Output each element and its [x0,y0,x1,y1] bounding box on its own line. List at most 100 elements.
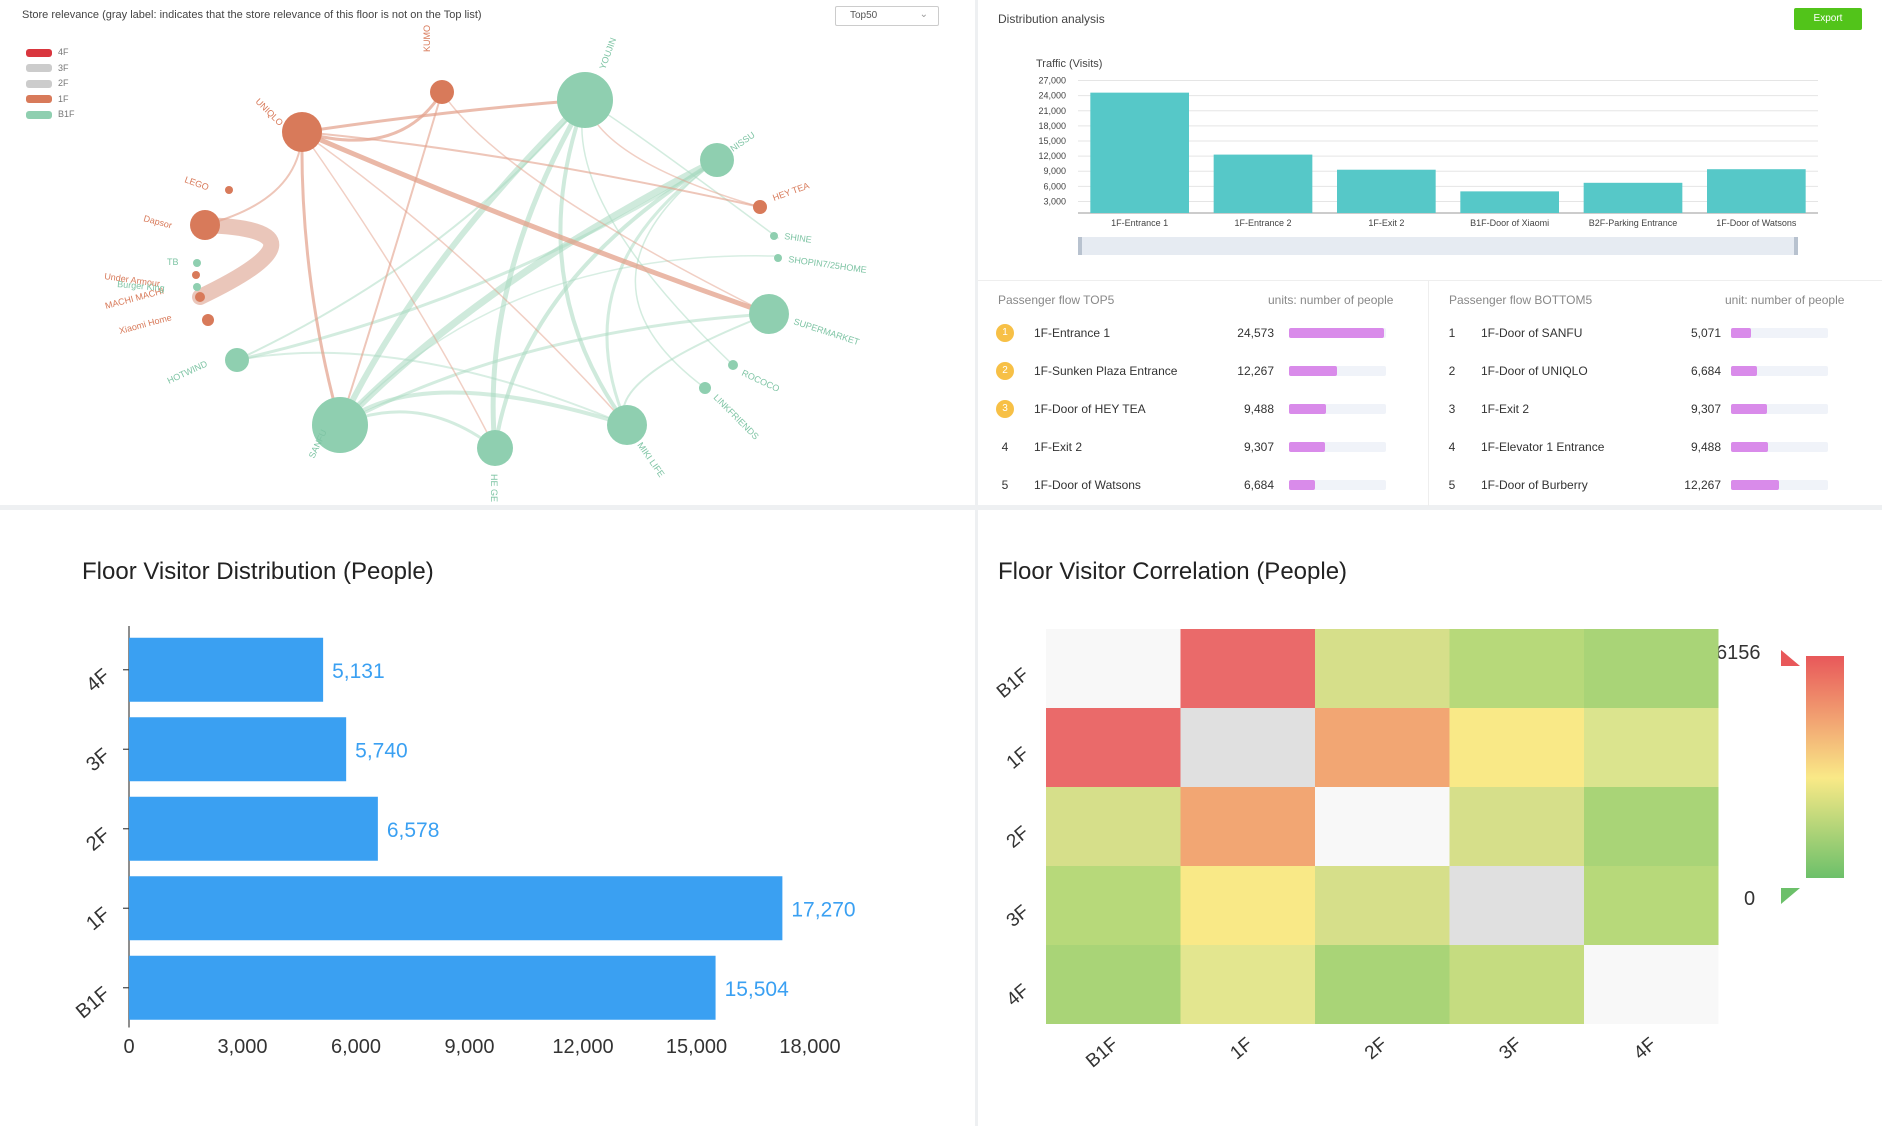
heatmap-cell[interactable] [1180,708,1316,787]
heatmap-cell[interactable] [1584,787,1719,866]
node-shine[interactable] [770,232,778,240]
node-under-armour[interactable] [192,271,200,279]
heatmap-cell[interactable] [1046,787,1181,866]
x-tick-label: 1F-Door of Watsons [1716,218,1797,228]
node-burger-king[interactable] [193,283,201,291]
node-label-lego: LEGO [183,174,210,192]
node-sanfu[interactable] [312,397,368,453]
rank-medal-icon: 3 [996,400,1014,418]
legend-swatch [26,95,52,104]
traffic-bar[interactable] [1213,154,1313,213]
traffic-bar[interactable] [1460,191,1559,213]
node-miki-life[interactable] [607,405,647,445]
y-tick-label: 18,000 [1038,121,1066,131]
legend-swatch [26,79,52,88]
heatmap-cell[interactable] [1315,629,1450,708]
heatmap-cell[interactable] [1180,787,1316,866]
flow-value: 12,267 [1684,478,1721,492]
rank-number: 5 [1001,478,1009,492]
node-kumo[interactable] [430,80,454,104]
traffic-bar[interactable] [1090,92,1189,213]
zoom-slider-left-handle[interactable] [1078,237,1082,255]
heatmap-cell[interactable] [1046,629,1181,708]
zoom-slider-track[interactable] [1078,237,1798,255]
floor-bar-4f[interactable] [129,637,324,702]
heatmap-cell[interactable] [1180,629,1316,708]
node-nissu[interactable] [700,143,734,177]
floor-category-label: 1F [82,903,114,935]
legend-item-4f[interactable]: 4F [26,47,69,57]
node-uniqlo[interactable] [282,112,322,152]
node-linkfriends[interactable] [699,382,711,394]
flow-bar-track [1289,480,1386,490]
legend-label: 1F [58,93,69,104]
node-he-ge[interactable] [477,430,513,466]
heatmap-cell[interactable] [1180,866,1316,945]
visualmap-min-label: 0 [1744,888,1755,910]
node-supermarket[interactable] [749,294,789,334]
heatmap-cell[interactable] [1449,629,1585,708]
visualmap-max-handle[interactable] [1781,650,1800,666]
flow-bar-fill [1731,480,1779,490]
traffic-bar[interactable] [1707,169,1806,213]
node-machi-machi[interactable] [195,292,205,302]
heatmap-cell[interactable] [1046,945,1181,1024]
legend-item-3f[interactable]: 3F [26,63,69,73]
legend-item-1f[interactable]: 1F [26,94,69,104]
heatmap-cell[interactable] [1584,629,1719,708]
heatmap-cell[interactable] [1584,708,1719,787]
node-hotwind[interactable] [225,348,249,372]
node-youjin[interactable] [557,72,613,128]
chevron-down-icon: ⌄ [919,9,928,20]
floor-bar-1f[interactable] [129,876,783,941]
traffic-bar[interactable] [1583,182,1683,213]
y-tick-label: 12,000 [1038,151,1066,161]
heatmap-cell[interactable] [1449,708,1585,787]
node-tb[interactable] [193,259,201,267]
node-hey-tea[interactable] [753,200,767,214]
flow-bar-fill [1289,366,1337,376]
legend-item-2f[interactable]: 2F [26,78,69,88]
flow-bar-track [1289,404,1386,414]
legend-item-b1f[interactable]: B1F [26,109,75,119]
flow-bar-track [1731,366,1828,376]
heatmap-cell[interactable] [1315,787,1450,866]
floor-bar-2f[interactable] [129,796,378,861]
node-label-hey-tea: HEY TEA [771,180,810,202]
y-tick-label: 3,000 [1043,196,1066,206]
heatmap-cell[interactable] [1315,708,1450,787]
flow-bar-fill [1289,442,1325,452]
floor-category-label: B1F [72,983,114,1023]
zoom-slider-right-handle[interactable] [1794,237,1798,255]
floor-bar-3f[interactable] [129,717,347,782]
node-lego[interactable] [225,186,233,194]
heatmap-cell[interactable] [1315,866,1450,945]
heatmap-cell[interactable] [1584,945,1719,1024]
floor-category-label: 3F [82,744,114,776]
heatmap-cell[interactable] [1046,866,1181,945]
y-tick-label: 27,000 [1038,76,1066,86]
node-xiaomi-home[interactable] [202,314,214,326]
flow-bar-track [1289,328,1386,338]
top5-list: Passenger flow TOP5 units: number of peo… [978,280,1428,506]
floor-bar-b1f[interactable] [129,955,716,1020]
traffic-bar[interactable] [1337,169,1436,213]
heatmap-cell[interactable] [1180,945,1316,1024]
heatmap-row-label: 2F [1003,822,1033,852]
node-rococo[interactable] [728,360,738,370]
top-select-dropdown[interactable]: Top50 ⌄ [835,6,939,26]
x-tick-label: 3,000 [217,1036,267,1058]
export-button[interactable]: Export [1794,8,1862,30]
node-shopin7-25home[interactable] [774,254,782,262]
heatmap-row-label: 4F [1003,980,1033,1010]
heatmap-cell[interactable] [1046,708,1181,787]
heatmap-cell[interactable] [1449,945,1585,1024]
node-dapsor[interactable] [190,210,220,240]
heatmap-cell[interactable] [1449,787,1585,866]
visualmap-min-handle[interactable] [1781,888,1800,904]
node-label-youjin: YOUJIN [597,36,618,70]
heatmap-cell[interactable] [1449,866,1585,945]
heatmap-cell[interactable] [1584,866,1719,945]
floor-correlation-title: Floor Visitor Correlation (People) [998,558,1348,585]
heatmap-cell[interactable] [1315,945,1450,1024]
